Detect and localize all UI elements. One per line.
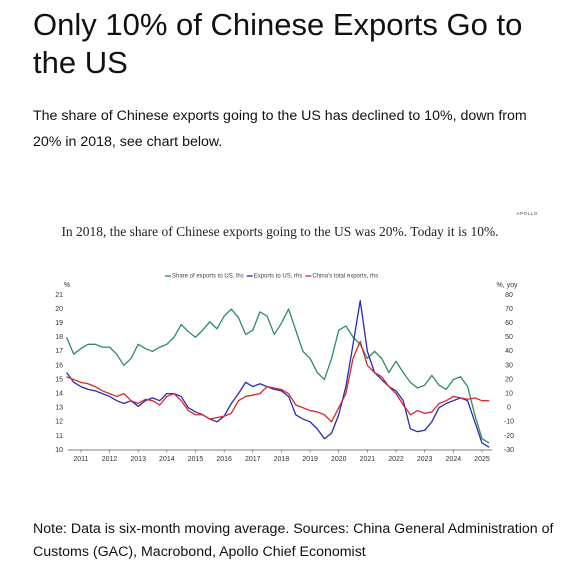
series-line (65, 308, 490, 444)
y-tick-label: 15 (55, 376, 63, 383)
y-tick-label: 21 (55, 292, 63, 299)
y2-axis-label: %, yoy (496, 282, 518, 289)
y-tick-label: 16 (55, 362, 63, 369)
x-tick-label: 2020 (331, 456, 347, 463)
y-tick-label: 19 (55, 320, 63, 327)
y2-tick-label: 20 (505, 376, 513, 383)
x-tick-label: 2013 (130, 456, 146, 463)
note: Note: Data is six-month moving average. … (33, 521, 554, 560)
y-tick-label: 17 (55, 348, 63, 355)
x-tick-label: 2015 (188, 456, 204, 463)
y2-tick-label: 50 (505, 334, 513, 341)
y-tick-label: 12 (55, 419, 63, 426)
chart-title: In 2018, the share of Chinese exports go… (61, 224, 498, 239)
x-tick-label: 2024 (446, 456, 462, 463)
y-tick-label: 13 (55, 405, 63, 412)
x-tick-label: 2018 (274, 456, 290, 463)
x-tick-label: 2011 (73, 456, 88, 463)
y2-tick-label: -30 (504, 447, 514, 454)
legend-label: China's total exports, rhs (312, 274, 378, 280)
x-tick-label: 2021 (360, 456, 376, 463)
y-tick-label: 14 (55, 390, 63, 397)
x-tick-label: 2014 (159, 456, 175, 463)
y2-tick-label: -20 (504, 433, 514, 440)
legend-label: Share of exports to US, lhs (172, 274, 244, 280)
y2-tick-label: 80 (505, 292, 513, 299)
y2-tick-label: 10 (505, 390, 513, 397)
y2-tick-label: 0 (507, 405, 511, 412)
y2-tick-label: 30 (505, 362, 513, 369)
y2-tick-label: 60 (505, 320, 513, 327)
y-tick-label: 11 (56, 433, 63, 440)
y-tick-label: 10 (55, 447, 63, 454)
y-axis-label: % (64, 282, 70, 289)
x-tick-label: 2023 (417, 456, 433, 463)
title: Only 10% of Chinese Exports Go to the US (33, 7, 523, 80)
x-tick-label: 2019 (302, 456, 318, 463)
x-tick-label: 2012 (102, 456, 118, 463)
y2-tick-label: 70 (505, 306, 513, 313)
x-tick-label: 2016 (216, 456, 232, 463)
y2-tick-label: -10 (504, 419, 514, 426)
x-tick-label: 2025 (474, 456, 490, 463)
paragraph: The share of Chinese exports going to th… (33, 108, 527, 150)
x-tick-label: 2017 (245, 456, 261, 463)
brand: APOLLO (516, 211, 538, 216)
legend-label: Exports to US, rhs (254, 274, 303, 280)
y-tick-label: 20 (55, 306, 63, 313)
x-tick-label: 2022 (388, 456, 404, 463)
y2-tick-label: 40 (505, 348, 513, 355)
series-line (66, 299, 490, 448)
y-tick-label: 18 (55, 334, 63, 341)
series-line (66, 340, 490, 423)
